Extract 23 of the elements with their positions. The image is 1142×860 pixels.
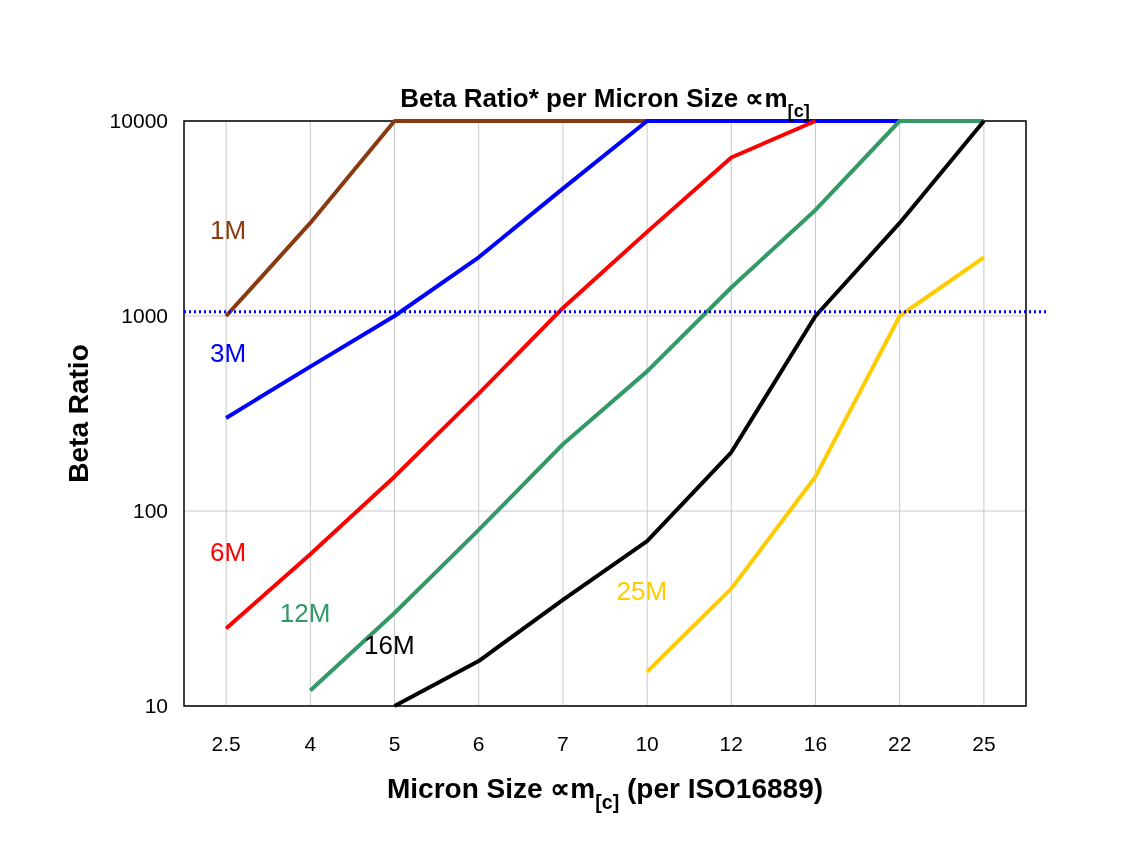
series-label: 1M	[210, 215, 247, 246]
x-tick-label: 25	[972, 732, 996, 755]
y-axis-title: Beta Ratio	[63, 344, 94, 483]
x-tick-label: 12	[719, 732, 743, 755]
series-label: 6M	[210, 537, 247, 568]
y-tick-label: 1000	[121, 304, 168, 328]
x-axis-title: Micron Size ∝m$_{[c]}$ (per ISO16889)	[386, 773, 824, 813]
y-tick-label: 100	[132, 499, 168, 523]
x-tick-label: 2.5	[211, 732, 241, 755]
series-label: 16M	[364, 629, 415, 660]
chart-title: Beta Ratio* per Micron Size ∝m$_{[c]}$	[400, 83, 810, 121]
x-tick-label: 16	[803, 732, 828, 755]
x-tick-label: 4	[304, 732, 317, 755]
y-tick-label: 10	[144, 694, 168, 718]
series-label: 12M	[279, 597, 331, 628]
y-tick-label: 10000	[109, 109, 168, 133]
x-tick-label: 7	[557, 732, 569, 755]
series-label: 25M	[616, 576, 668, 607]
x-tick-label: 10	[635, 732, 659, 755]
x-tick-label: 5	[388, 732, 401, 755]
x-tick-label: 22	[888, 732, 912, 755]
series-label: 3M	[210, 338, 247, 369]
x-tick-label: 6	[472, 732, 485, 755]
